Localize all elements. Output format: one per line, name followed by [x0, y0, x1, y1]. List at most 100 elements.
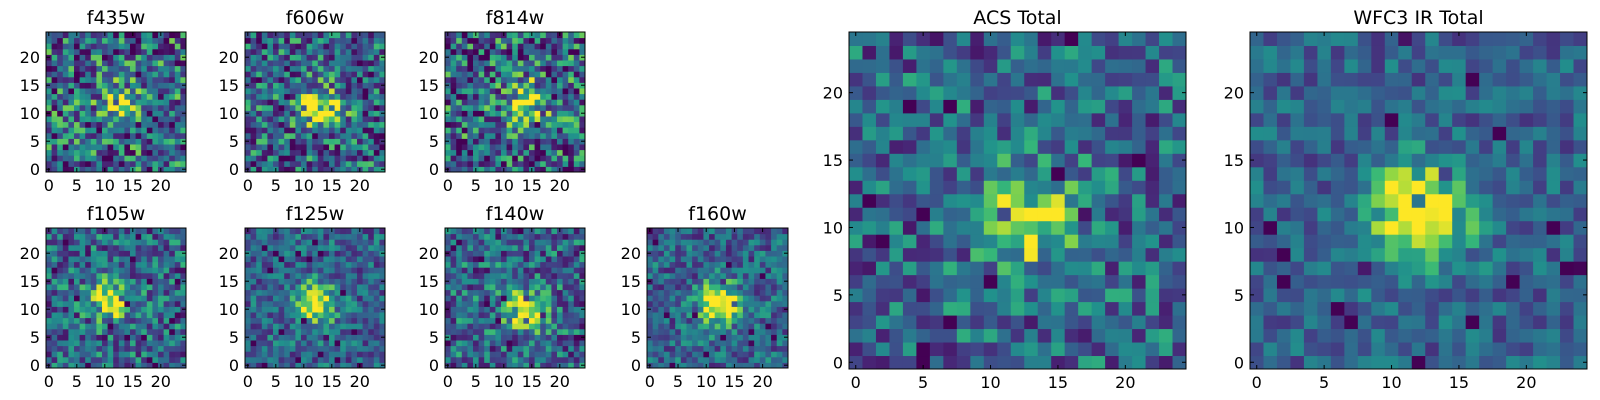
heatmap-cell — [362, 149, 369, 156]
heatmap-cell — [334, 43, 341, 50]
heatmap-cell — [340, 272, 347, 279]
heatmap-cell — [362, 60, 369, 67]
heatmap-cell — [85, 116, 92, 123]
heatmap-cell — [158, 295, 165, 302]
heatmap-cell — [943, 220, 958, 235]
heatmap-cell — [362, 345, 369, 352]
heatmap-cell — [983, 261, 998, 276]
heatmap-cell — [169, 345, 176, 352]
heatmap-cell — [450, 244, 457, 251]
heatmap-cell — [301, 295, 308, 302]
heatmap-cell — [79, 261, 86, 268]
heatmap-cell — [329, 121, 336, 128]
heatmap-cell — [445, 99, 452, 106]
heatmap-cell — [754, 312, 761, 319]
heatmap-cell — [573, 43, 580, 50]
heatmap-cell — [163, 351, 170, 358]
heatmap-cell — [102, 76, 109, 83]
heatmap-cell — [158, 104, 165, 111]
heatmap-cell — [484, 54, 491, 61]
heatmap-cell — [983, 220, 998, 235]
heatmap-cell — [90, 160, 97, 167]
heatmap-cell — [174, 166, 181, 173]
heatmap-cell — [373, 155, 380, 162]
heatmap-cell — [96, 88, 103, 95]
heatmap-cell — [748, 362, 755, 369]
heatmap-cell — [573, 160, 580, 167]
heatmap-cell — [146, 278, 153, 285]
heatmap-cell — [450, 278, 457, 285]
heatmap-cell — [329, 295, 336, 302]
heatmap-cell — [478, 323, 485, 330]
heatmap-cell — [102, 244, 109, 251]
heatmap-cell — [362, 317, 369, 324]
heatmap-cell — [1091, 193, 1106, 208]
heatmap-cell — [130, 250, 137, 257]
heatmap-cell — [782, 312, 789, 319]
heatmap-cell — [534, 116, 541, 123]
heatmap-cell — [289, 71, 296, 78]
heatmap-cell — [130, 334, 137, 341]
heatmap-cell — [450, 362, 457, 369]
heatmap-cell — [152, 233, 159, 240]
heatmap-cell — [709, 284, 716, 291]
heatmap-cell — [1118, 328, 1133, 343]
heatmap-cell — [473, 233, 480, 240]
heatmap-cell — [714, 317, 721, 324]
heatmap-cell — [334, 121, 341, 128]
heatmap-cell — [1010, 301, 1025, 316]
heatmap-cell — [250, 71, 257, 78]
heatmap-cell — [289, 295, 296, 302]
heatmap-cell — [102, 65, 109, 72]
heatmap-cell — [57, 244, 64, 251]
heatmap-cell — [557, 54, 564, 61]
heatmap-cell — [368, 48, 375, 55]
heatmap-cell — [174, 250, 181, 257]
heatmap-cell — [1024, 207, 1039, 222]
heatmap-cell — [765, 300, 772, 307]
heatmap-cell — [46, 155, 53, 162]
heatmap-cell — [146, 323, 153, 330]
heatmap-cell — [362, 54, 369, 61]
heatmap-cell — [124, 312, 131, 319]
heatmap-cell — [146, 116, 153, 123]
y-tick-label: 0 — [429, 160, 439, 179]
heatmap-cell — [1172, 315, 1187, 330]
heatmap-cell — [725, 244, 733, 251]
heatmap-cell — [450, 155, 457, 162]
heatmap-cell — [362, 65, 369, 72]
heatmap-cell — [478, 155, 485, 162]
heatmap-cell — [478, 306, 485, 313]
heatmap-cell — [373, 334, 380, 341]
heatmap-cell — [1010, 207, 1025, 222]
heatmap-cell — [317, 362, 324, 369]
heatmap-cell — [517, 362, 524, 369]
heatmap-cell — [680, 278, 687, 285]
heatmap-cell — [916, 193, 931, 208]
heatmap-cell — [261, 250, 268, 257]
heatmap-cell — [501, 334, 508, 341]
heatmap-cell — [1159, 261, 1174, 276]
heatmap-cell — [557, 256, 564, 263]
heatmap-cell — [351, 351, 358, 358]
heatmap-cell — [534, 65, 541, 72]
heatmap-cell — [141, 93, 148, 100]
heatmap-cell — [1132, 328, 1147, 343]
heatmap-cell — [46, 295, 53, 302]
heatmap-cell — [51, 345, 58, 352]
heatmap-cell — [568, 233, 575, 240]
heatmap-cell — [295, 328, 302, 335]
heatmap-cell — [51, 82, 58, 89]
heatmap-cell — [501, 284, 508, 291]
heatmap-cell — [301, 272, 308, 279]
heatmap-cell — [256, 160, 263, 167]
heatmap-cell — [85, 295, 92, 302]
panel-title: f435w — [87, 7, 146, 29]
heatmap-cell — [579, 43, 586, 50]
heatmap-cell — [720, 306, 727, 313]
heatmap-cell — [540, 43, 547, 50]
heatmap-cell — [317, 317, 324, 324]
heatmap-cell — [461, 362, 468, 369]
heatmap-cell — [329, 54, 336, 61]
heatmap-cell — [579, 116, 586, 123]
